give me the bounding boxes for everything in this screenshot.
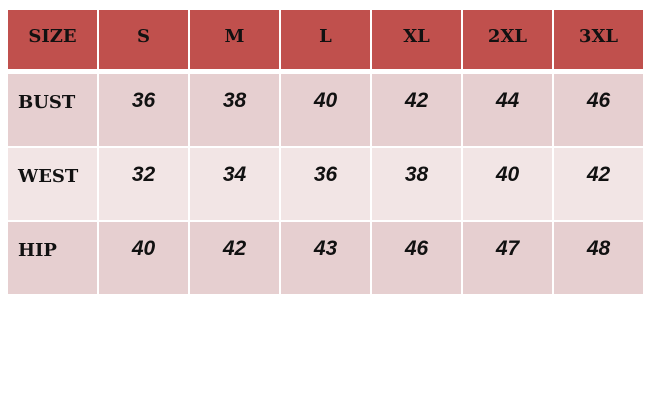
header-cell: M xyxy=(190,10,279,69)
cell: 47 xyxy=(463,222,552,294)
header-cell: SIZE xyxy=(8,10,97,69)
header-cell: 2XL xyxy=(463,10,552,69)
cell: 38 xyxy=(372,148,461,220)
divider xyxy=(8,71,643,72)
cell: 42 xyxy=(554,148,643,220)
header-cell: 3XL xyxy=(554,10,643,69)
header-cell: S xyxy=(99,10,188,69)
cell: 40 xyxy=(99,222,188,294)
cell: 42 xyxy=(190,222,279,294)
cell: 36 xyxy=(99,74,188,146)
row-label: BUST xyxy=(8,74,97,146)
cell: 44 xyxy=(463,74,552,146)
row-label: HIP xyxy=(8,222,97,294)
size-chart-table: SIZE S M L XL 2XL 3XL BUST 36 38 40 42 4… xyxy=(6,8,645,296)
table-row: HIP 40 42 43 46 47 48 xyxy=(8,222,643,294)
header-row: SIZE S M L XL 2XL 3XL xyxy=(8,10,643,69)
cell: 46 xyxy=(554,74,643,146)
header-cell: L xyxy=(281,10,370,69)
cell: 40 xyxy=(281,74,370,146)
cell: 36 xyxy=(281,148,370,220)
header-cell: XL xyxy=(372,10,461,69)
cell: 46 xyxy=(372,222,461,294)
table-row: WEST 32 34 36 38 40 42 xyxy=(8,148,643,220)
cell: 38 xyxy=(190,74,279,146)
cell: 42 xyxy=(372,74,461,146)
table-row: BUST 36 38 40 42 44 46 xyxy=(8,74,643,146)
cell: 48 xyxy=(554,222,643,294)
row-label: WEST xyxy=(8,148,97,220)
cell: 34 xyxy=(190,148,279,220)
cell: 43 xyxy=(281,222,370,294)
cell: 32 xyxy=(99,148,188,220)
cell: 40 xyxy=(463,148,552,220)
